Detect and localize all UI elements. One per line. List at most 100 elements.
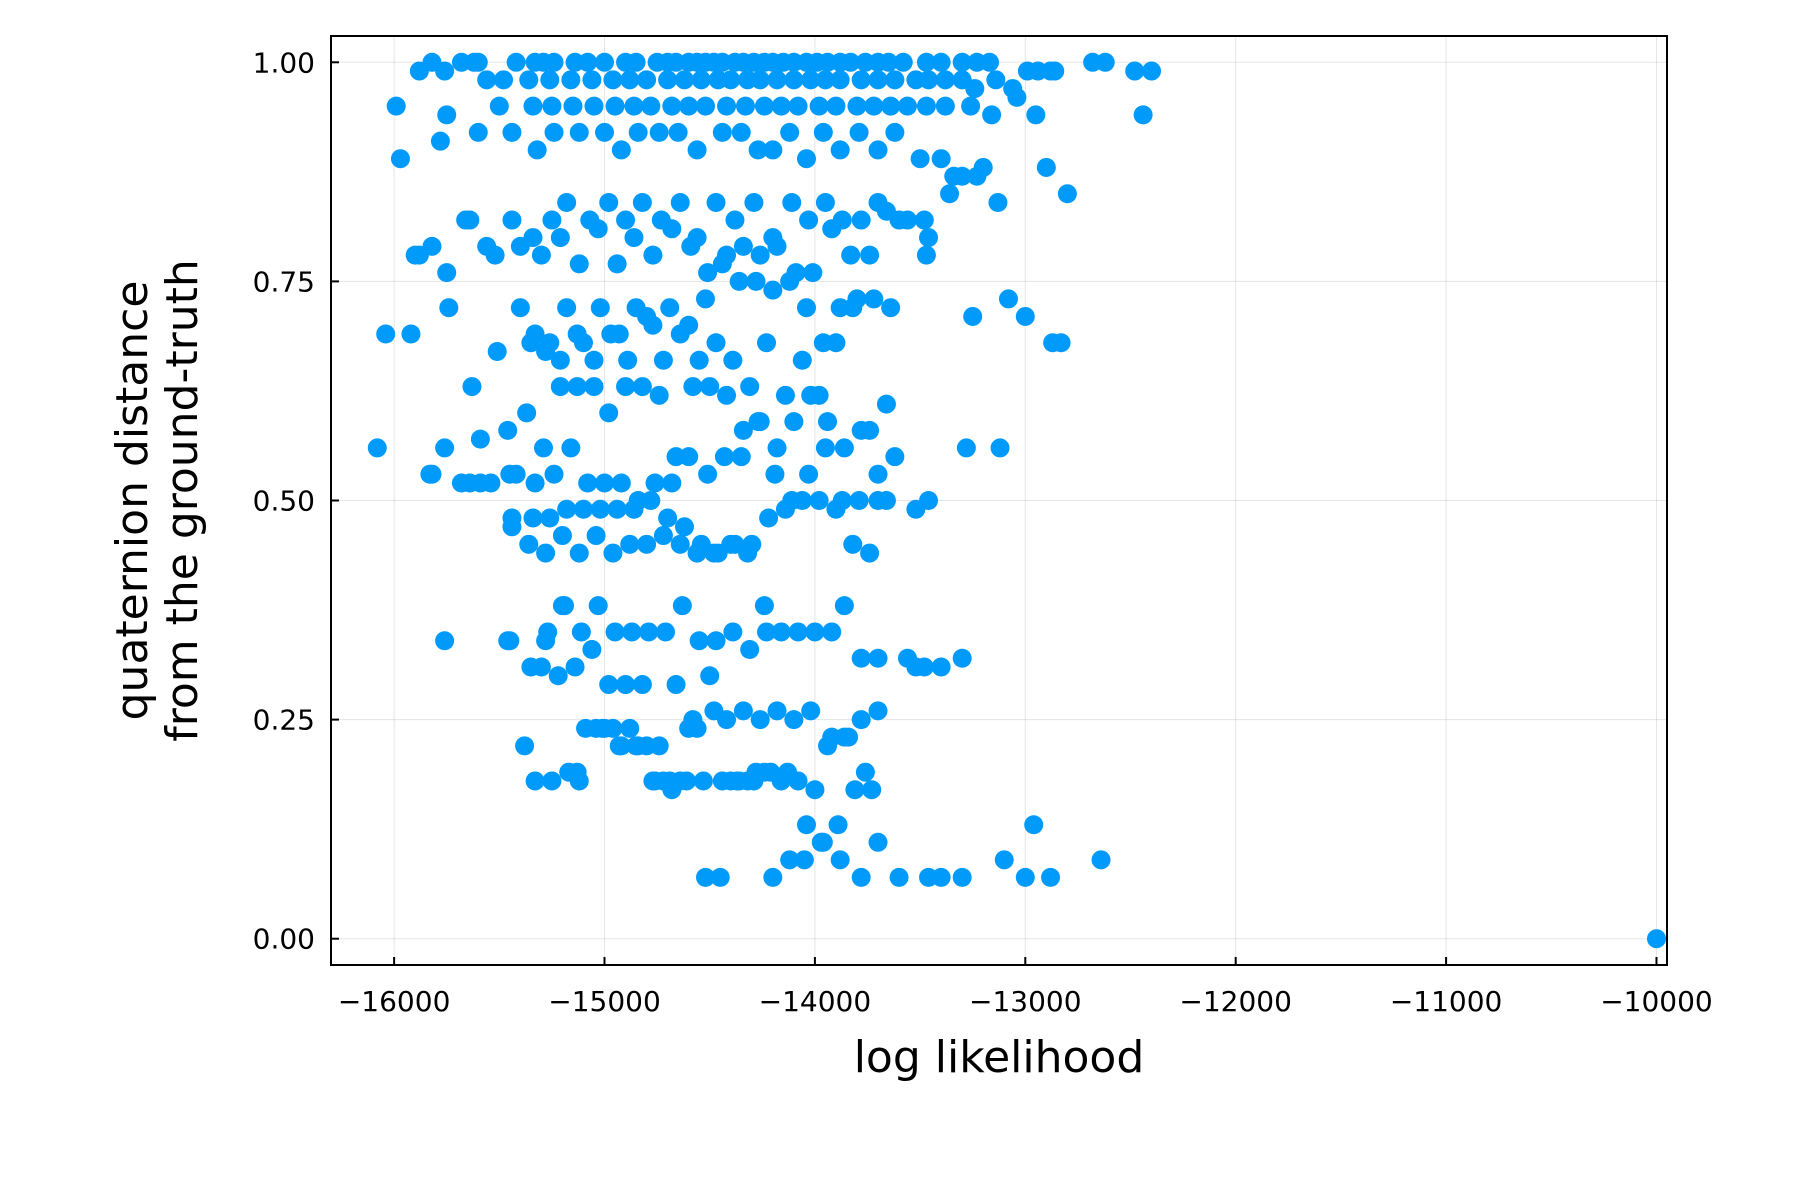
data-point <box>542 96 562 116</box>
data-point <box>662 96 682 116</box>
data-point <box>1028 61 1048 81</box>
data-point <box>826 499 846 519</box>
data-point <box>401 324 421 344</box>
data-point <box>750 245 770 265</box>
data-point <box>757 622 777 642</box>
data-point <box>525 473 545 493</box>
data-point <box>828 815 848 835</box>
data-point <box>1091 850 1111 870</box>
data-point <box>952 867 972 887</box>
data-point <box>628 122 648 142</box>
data-point <box>693 771 713 791</box>
data-point <box>851 210 871 230</box>
data-point <box>826 96 846 116</box>
data-point <box>881 96 901 116</box>
data-point <box>544 464 564 484</box>
data-point <box>519 70 539 90</box>
data-point <box>851 420 871 440</box>
data-point <box>733 236 753 256</box>
data-point <box>595 473 615 493</box>
data-point <box>801 701 821 721</box>
data-point <box>679 96 699 116</box>
data-point <box>698 464 718 484</box>
data-point <box>851 70 871 90</box>
data-point <box>607 499 627 519</box>
data-point <box>611 140 631 160</box>
x-axis-ticks: −16000 −15000 −14000 −13000 −12000 −11000 −100… <box>338 957 1713 1018</box>
data-point <box>557 193 577 213</box>
data-point <box>548 666 568 686</box>
data-point <box>796 298 816 318</box>
data-point <box>536 543 556 563</box>
data-point <box>515 736 535 756</box>
data-point <box>437 263 457 283</box>
data-point <box>1125 61 1145 81</box>
data-point <box>658 70 678 90</box>
data-point <box>603 70 623 90</box>
y-axis-ticks: 0.00 0.25 0.50 0.75 1.00 <box>253 46 339 956</box>
data-point <box>763 280 783 300</box>
data-point <box>523 508 543 528</box>
data-point <box>897 648 917 668</box>
data-point <box>931 657 951 677</box>
data-point <box>533 438 553 458</box>
data-point <box>470 429 490 449</box>
data-point <box>656 622 676 642</box>
data-point <box>517 403 537 423</box>
data-point <box>815 193 835 213</box>
data-point <box>843 534 863 554</box>
data-point <box>914 657 934 677</box>
data-point <box>576 718 596 738</box>
data-point <box>531 657 551 677</box>
data-point <box>822 219 842 239</box>
x-tick-label: −14000 <box>759 985 872 1018</box>
data-point <box>738 543 758 563</box>
data-point <box>586 526 606 546</box>
data-point <box>963 306 983 326</box>
data-point <box>645 473 665 493</box>
data-point <box>729 771 749 791</box>
data-point <box>430 131 450 151</box>
data-point <box>632 193 652 213</box>
data-point <box>506 52 526 72</box>
data-point <box>931 867 951 887</box>
data-point <box>542 771 562 791</box>
data-point <box>521 333 541 353</box>
data-point <box>624 96 644 116</box>
data-point <box>624 499 644 519</box>
data-point <box>885 70 905 90</box>
data-point <box>723 622 743 642</box>
data-point <box>759 508 779 528</box>
data-point <box>552 596 572 616</box>
data-point <box>531 245 551 265</box>
data-point <box>847 96 867 116</box>
data-point <box>439 298 459 318</box>
data-point <box>599 675 619 695</box>
data-point <box>731 122 751 142</box>
data-point <box>632 377 652 397</box>
data-point <box>982 105 1002 125</box>
data-point <box>435 61 455 81</box>
data-point <box>687 140 707 160</box>
data-point <box>771 622 791 642</box>
data-point <box>565 657 585 677</box>
data-point <box>649 385 669 405</box>
data-point <box>569 122 589 142</box>
data-point <box>864 96 884 116</box>
data-point <box>584 350 604 370</box>
data-point <box>662 219 682 239</box>
data-point <box>607 254 627 274</box>
data-point <box>601 324 621 344</box>
data-point <box>595 122 615 142</box>
data-point <box>805 622 825 642</box>
data-point <box>584 377 604 397</box>
data-point <box>788 622 808 642</box>
data-point <box>616 377 636 397</box>
data-point <box>595 52 615 72</box>
data-point <box>839 727 859 747</box>
data-point <box>780 271 800 291</box>
data-point <box>485 245 505 265</box>
data-point <box>616 675 636 695</box>
